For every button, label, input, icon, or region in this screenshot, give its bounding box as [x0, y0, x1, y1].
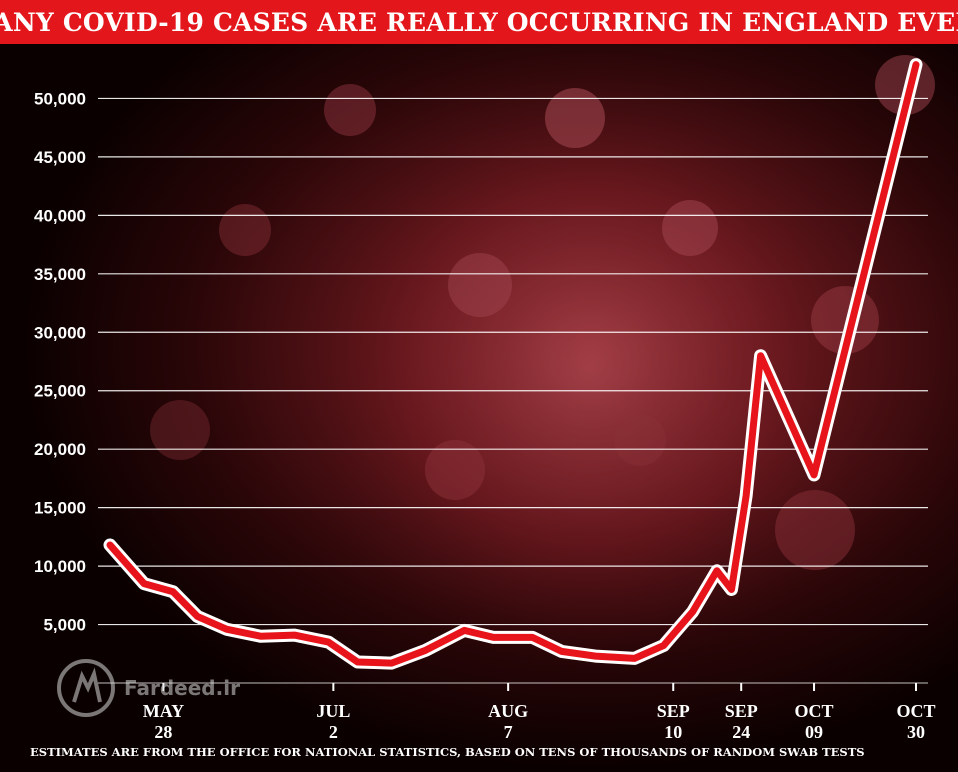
title-bar: HOW MANY COVID-19 CASES ARE REALLY OCCUR…: [0, 0, 958, 44]
x-tick-month: AUG: [488, 701, 528, 721]
x-tick-day: 2: [329, 722, 338, 742]
gridlines: [98, 97, 928, 684]
y-tick-label: 45,000: [34, 148, 86, 167]
x-tick-month: SEP: [725, 701, 758, 721]
x-tick-month: JUL: [316, 701, 350, 721]
y-axis-labels: 5,000 10,000 15,000 20,000 25,000 30,000 35,00…: [34, 89, 86, 634]
y-tick-label: 15,000: [34, 499, 86, 518]
x-tick-day: 7: [504, 722, 513, 742]
x-tick-day: 24: [732, 722, 750, 742]
series-line: [103, 58, 923, 670]
watermark-text: Fardeed.ir: [124, 676, 240, 700]
y-tick-label: 25,000: [34, 382, 86, 401]
y-tick-label: 50,000: [34, 89, 86, 108]
series-line-cases: [106, 61, 920, 667]
x-tick-day: 28: [154, 722, 172, 742]
watermark-logo-icon: [57, 659, 115, 717]
chart-title: HOW MANY COVID-19 CASES ARE REALLY OCCUR…: [0, 7, 958, 37]
coronavirus-illustration: [150, 55, 935, 670]
x-tick-day: 09: [805, 722, 823, 742]
y-tick-label: 35,000: [34, 265, 86, 284]
source-footnote: ESTIMATES ARE FROM THE OFFICE FOR NATION…: [30, 745, 865, 759]
y-tick-label: 10,000: [34, 557, 86, 576]
x-tick-day: 30: [907, 722, 925, 742]
x-tick-month: OCT: [795, 701, 834, 721]
y-tick-label: 40,000: [34, 206, 86, 225]
y-tick-label: 20,000: [34, 440, 86, 459]
x-tick-day: 10: [664, 722, 682, 742]
y-tick-label: 5,000: [43, 616, 86, 635]
y-tick-label: 30,000: [34, 323, 86, 342]
x-tick-month: SEP: [657, 701, 690, 721]
x-tick-month: OCT: [896, 701, 935, 721]
x-tick-month: MAY: [143, 701, 184, 721]
watermark: Fardeed.ir: [56, 658, 240, 718]
